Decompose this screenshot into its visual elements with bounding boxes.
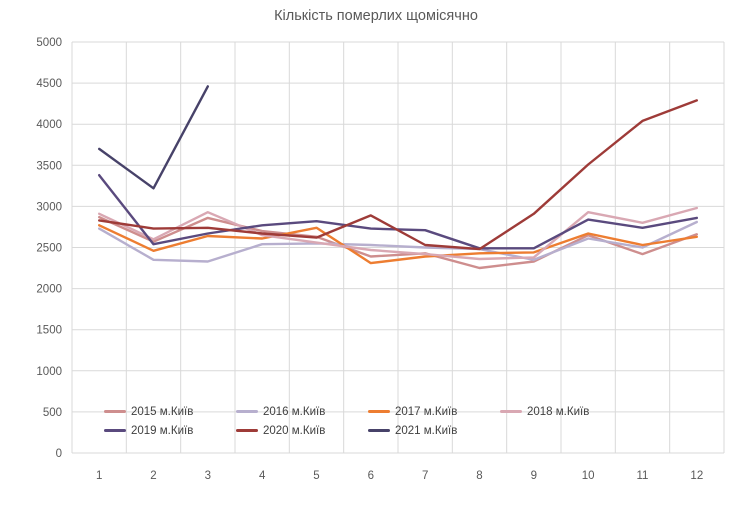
x-axis-tick-label: 5 [313,470,319,482]
series-line-2015 [97,215,698,270]
legend-item-2016: 2016 м.Київ [236,406,368,418]
series-line-2018 [97,206,698,261]
y-axis-tick-label: 500 [43,407,62,419]
chart-title: Кількість померлих щомісячно [274,8,478,24]
series-line-2020 [97,99,698,251]
y-axis-tick-label: 4000 [36,119,62,131]
y-axis-tick-label: 3500 [36,160,62,172]
series-line-2016 [97,220,698,263]
x-axis-tick-label: 4 [259,470,266,482]
legend-swatch-icon [104,429,126,432]
x-axis-tick-label: 6 [368,470,374,482]
legend-label: 2020 м.Київ [263,424,326,437]
legend-row: 2019 м.Київ 2020 м.Київ 2021 м.Київ [104,421,664,440]
x-axis-tick-label: 2 [150,470,156,482]
legend-row: 2015 м.Київ 2016 м.Київ 2017 м.Київ 2018 м.… [104,402,664,421]
y-axis-tick-label: 1000 [36,366,62,378]
y-axis-tick-label: 5000 [36,37,62,49]
legend-label: 2015 м.Київ [131,405,194,418]
legend-swatch-icon [368,429,390,432]
series-line-2021 [97,85,210,190]
legend-item-2020: 2020 м.Київ [236,425,368,437]
chart-legend: 2015 м.Київ 2016 м.Київ 2017 м.Київ 2018 м.… [104,402,664,440]
legend-swatch-icon [368,410,390,413]
legend-label: 2018 м.Київ [527,405,590,418]
y-axis-tick-label: 2000 [36,284,62,296]
legend-label: 2017 м.Київ [395,405,458,418]
x-axis-tick-label: 12 [690,470,703,482]
legend-item-2021: 2021 м.Київ [368,425,500,437]
legend-item-2019: 2019 м.Київ [104,425,236,437]
y-axis-tick-label: 4500 [36,78,62,90]
x-axis-tick-label: 1 [96,470,102,482]
x-axis-tick-label: 7 [422,470,428,482]
legend-swatch-icon [236,410,258,413]
legend-swatch-icon [104,410,126,413]
legend-item-2018: 2018 м.Київ [500,406,632,418]
legend-item-2017: 2017 м.Київ [368,406,500,418]
y-axis-tick-label: 0 [56,448,62,460]
x-axis-tick-label: 3 [205,470,211,482]
legend-label: 2016 м.Київ [263,405,326,418]
x-axis-tick-label: 8 [476,470,482,482]
legend-swatch-icon [236,429,258,432]
legend-label: 2019 м.Київ [131,424,194,437]
legend-swatch-icon [500,410,522,413]
x-axis-tick-label: 10 [582,470,595,482]
y-axis-tick-label: 2500 [36,243,62,255]
y-axis-tick-label: 1500 [36,325,62,337]
legend-label: 2021 м.Київ [395,424,458,437]
x-axis-tick-label: 9 [531,470,537,482]
legend-item-2015: 2015 м.Київ [104,406,236,418]
y-axis-tick-label: 3000 [36,201,62,213]
x-axis-tick-label: 11 [637,470,649,482]
series-line-2017 [97,224,698,265]
